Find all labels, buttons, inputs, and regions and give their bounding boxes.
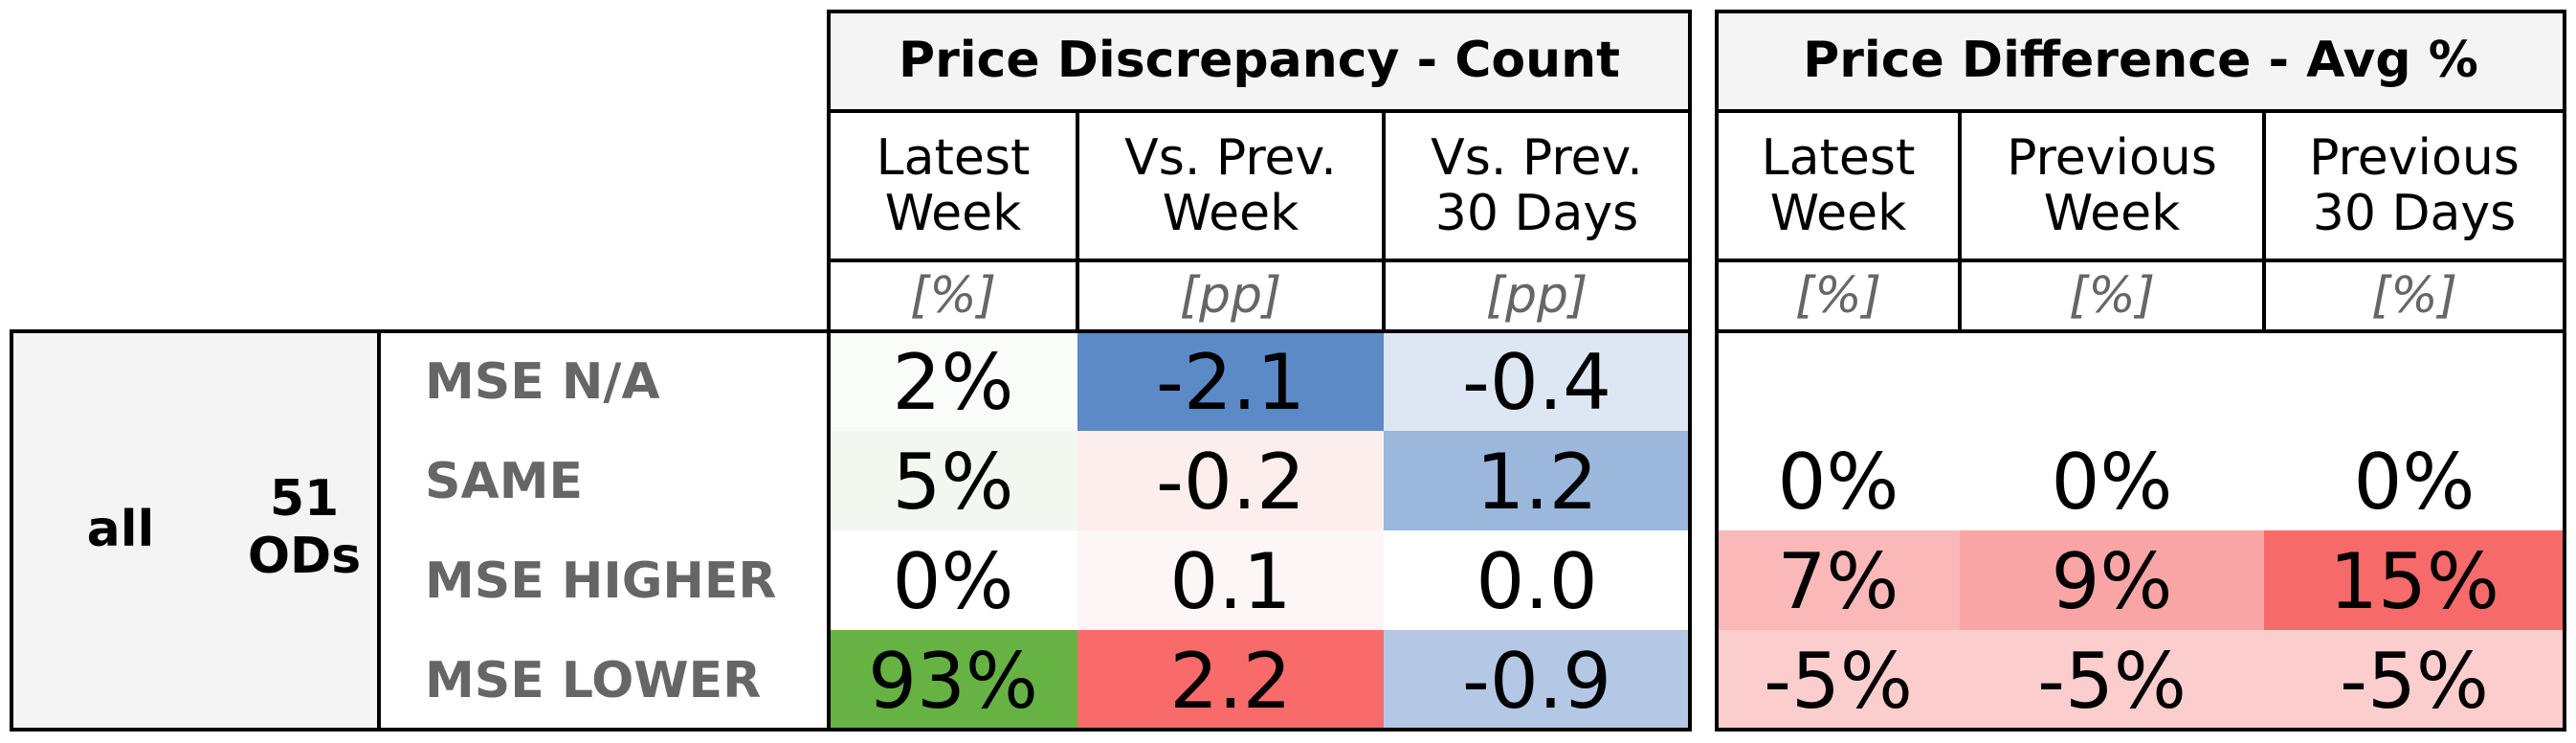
body-frame [1715, 329, 2566, 732]
column-header: Week [1163, 185, 1299, 242]
column-unit: [%] [910, 267, 996, 325]
column-unit: [%] [1795, 267, 1881, 325]
row-label: MSE HIGHER [425, 552, 776, 610]
value-cell: -0.9 [1462, 637, 1611, 726]
column-unit: [pp] [1486, 267, 1588, 325]
value-cell: -2.1 [1156, 338, 1305, 427]
value-cell: 0% [893, 537, 1014, 626]
value-cell-bg [1717, 530, 1960, 630]
labels: all 51 ODs MSE N/A SAME MSE HIGHER MSE LOWE… [87, 353, 777, 709]
column-header: Week [1770, 185, 1906, 242]
value-cell-bg [829, 630, 1077, 730]
column-header: Latest [877, 129, 1031, 187]
row-label: MSE N/A [425, 353, 660, 411]
group-panel [11, 331, 379, 730]
value-cell-bg [1960, 331, 2264, 431]
column-header: 30 Days [1435, 185, 1638, 242]
value-cell: 2.2 [1169, 637, 1291, 726]
column-header: Previous [2007, 129, 2217, 187]
value-cell-bg [829, 431, 1077, 530]
value-cell-bg [1077, 331, 1384, 431]
group-count-label: 51 [270, 470, 339, 528]
value-cell: -5% [2037, 637, 2187, 726]
grid-lines [10, 10, 2566, 732]
value-cell: -0.2 [1156, 438, 1305, 527]
section-title-band [1717, 11, 2565, 111]
row-label: SAME [425, 453, 583, 510]
section-title: Price Difference - Avg % [1803, 32, 2478, 89]
column-header: Latest [1762, 129, 1916, 187]
column-header: Previous [2309, 129, 2520, 187]
value-cell: 9% [2052, 537, 2173, 626]
column-header: Vs. Prev. [1431, 129, 1643, 187]
value-cell-bg [1077, 431, 1384, 530]
value-cell-bg [1384, 331, 1690, 431]
value-cell: 1.2 [1476, 438, 1597, 527]
group-name-label: all [87, 501, 155, 558]
value-cell-bg [1960, 630, 2264, 730]
value-cell: 93% [868, 637, 1038, 726]
value-cell: 0.1 [1169, 537, 1291, 626]
group-count-unit-label: ODs [248, 528, 361, 585]
column-header: Vs. Prev. [1124, 129, 1337, 187]
value-cell: 2% [893, 338, 1014, 427]
value-cell: 0% [2052, 438, 2173, 527]
section-title-band [829, 11, 1690, 111]
column-header: Week [2044, 185, 2180, 242]
value-cell-bg [1384, 530, 1690, 630]
value-cell-bg [2264, 530, 2565, 630]
value-cell: 0% [1778, 438, 1899, 527]
value-cell-bg [829, 331, 1077, 431]
row-label: MSE LOWER [425, 652, 761, 709]
value-cell: 0.0 [1476, 537, 1597, 626]
value-cell: -5% [2340, 637, 2489, 726]
column-header: Week [885, 185, 1021, 242]
value-cell-bg [1077, 630, 1384, 730]
value-cell-bg [2264, 331, 2565, 431]
value-cell-bg [2264, 431, 2565, 530]
value-cell-bg [829, 530, 1077, 630]
value-cell-bg [1384, 431, 1690, 530]
value-cell: 15% [2329, 537, 2499, 626]
value-cell: -5% [1764, 637, 1913, 726]
column-header: 30 Days [2313, 185, 2516, 242]
value-cell-bg [1717, 431, 1960, 530]
value-cell-bg [1717, 630, 1960, 730]
value-cell-bg [1077, 530, 1384, 630]
value-cell-bg [1960, 431, 2264, 530]
value-cell-bg [1384, 630, 1690, 730]
section-title: Price Discrepancy - Count [899, 32, 1620, 89]
value-cell: -0.4 [1462, 338, 1611, 427]
column-unit: [%] [2069, 267, 2155, 325]
column-unit: [%] [2371, 267, 2457, 325]
value-cells: 2% -2.1 -0.4 5% -0.2 1.2 0% 0.1 0.0 93% 2.2 -0.9 0% 0… [829, 331, 2565, 730]
value-cell: 5% [893, 438, 1014, 527]
value-cell-bg [1960, 530, 2264, 630]
value-cell: 7% [1778, 537, 1899, 626]
value-cell-bg [2264, 630, 2565, 730]
column-unit: [pp] [1180, 267, 1282, 325]
label-frame [10, 329, 831, 732]
header-cells: Price Discrepancy - CountLatestWeek[%]Vs… [829, 11, 2565, 325]
value-cell-bg [1717, 331, 1960, 431]
value-cell: 0% [2354, 438, 2476, 527]
